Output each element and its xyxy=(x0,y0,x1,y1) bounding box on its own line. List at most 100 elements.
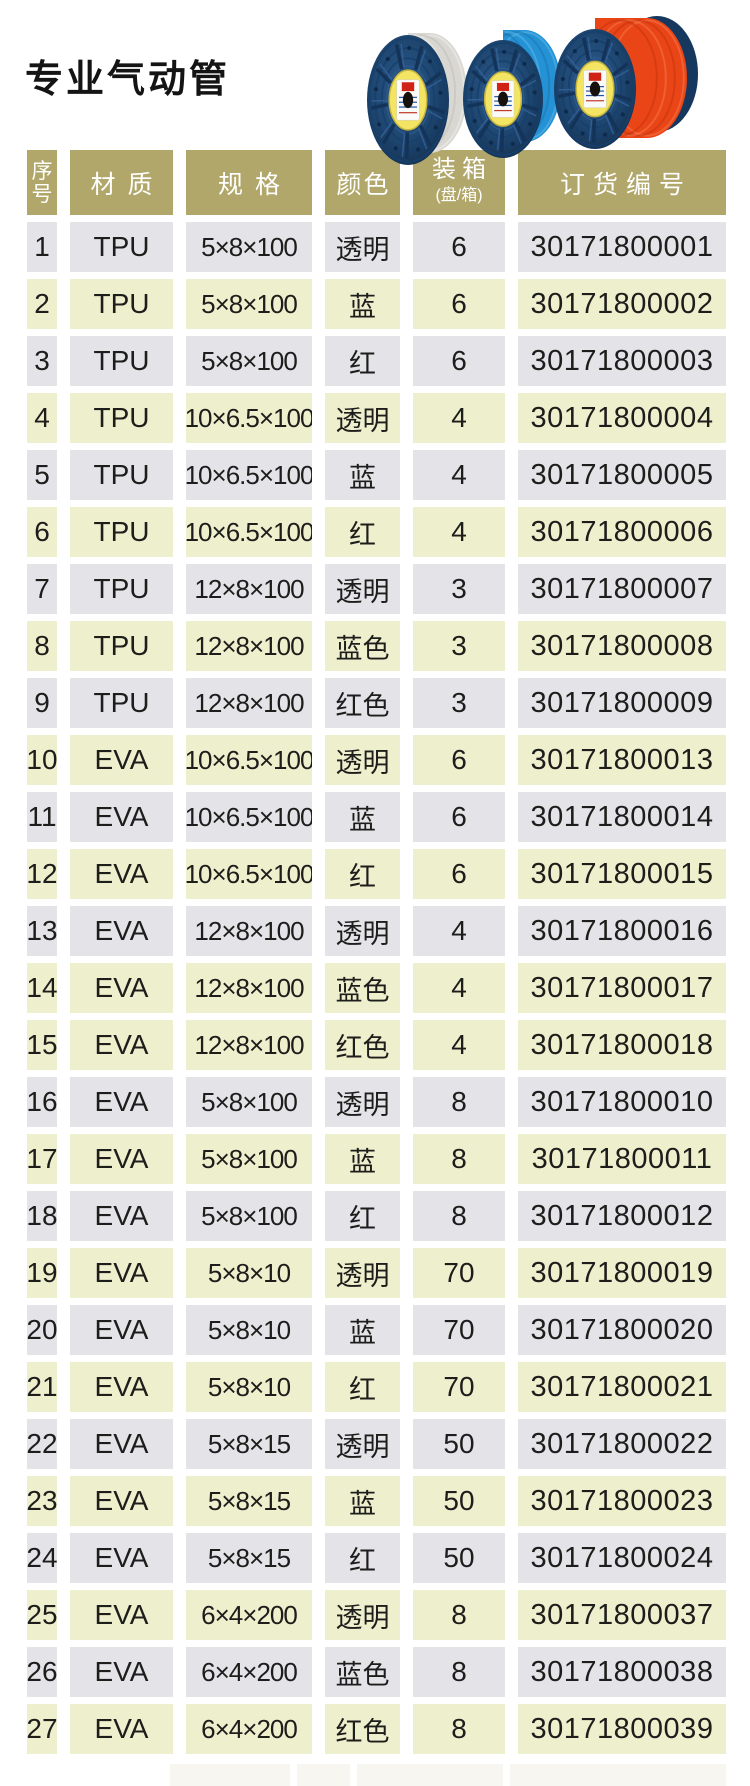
row-17-color: 蓝 xyxy=(325,1134,400,1184)
row-17-material: EVA xyxy=(70,1134,173,1184)
row-11-spec: 10×6.5×100 xyxy=(186,792,312,842)
row-2-order: 30171800002 xyxy=(518,279,726,329)
row-26-no: 26 xyxy=(27,1647,57,1697)
row-9-no: 9 xyxy=(27,678,57,728)
row-21-no: 21 xyxy=(27,1362,57,1412)
row-12-color: 红 xyxy=(325,849,400,899)
row-14-spec: 12×8×100 xyxy=(186,963,312,1013)
row-8-pack: 3 xyxy=(413,621,505,671)
row-9-material: TPU xyxy=(70,678,173,728)
row-13-pack: 4 xyxy=(413,906,505,956)
row-25-order: 30171800037 xyxy=(518,1590,726,1640)
next-section-hint-cell xyxy=(510,1764,726,1786)
row-16-no: 16 xyxy=(27,1077,57,1127)
row-20-material: EVA xyxy=(70,1305,173,1355)
row-26-color: 蓝色 xyxy=(325,1647,400,1697)
row-1-spec: 5×8×100 xyxy=(186,222,312,272)
row-3-spec: 5×8×100 xyxy=(186,336,312,386)
row-5-color: 蓝 xyxy=(325,450,400,500)
header-material: 材质 xyxy=(70,150,173,215)
row-6-no: 6 xyxy=(27,507,57,557)
row-24-color: 红 xyxy=(325,1533,400,1583)
row-22-order: 30171800022 xyxy=(518,1419,726,1469)
row-26-spec: 6×4×200 xyxy=(186,1647,312,1697)
row-27-spec: 6×4×200 xyxy=(186,1704,312,1754)
row-23-material: EVA xyxy=(70,1476,173,1526)
row-7-material: TPU xyxy=(70,564,173,614)
row-3-pack: 6 xyxy=(413,336,505,386)
page-title: 专业气动管 xyxy=(25,59,231,101)
row-25-no: 25 xyxy=(27,1590,57,1640)
row-6-color: 红 xyxy=(325,507,400,557)
row-3-order: 30171800003 xyxy=(518,336,726,386)
row-17-pack: 8 xyxy=(413,1134,505,1184)
row-10-color: 透明 xyxy=(325,735,400,785)
row-10-no: 10 xyxy=(27,735,57,785)
row-15-material: EVA xyxy=(70,1020,173,1070)
product-table: 序 号 材质 规格 颜色 装箱 (盘/箱) 订货编号 1 TPU 5×8×100 透明… xyxy=(27,150,726,1754)
row-21-color: 红 xyxy=(325,1362,400,1412)
row-16-pack: 8 xyxy=(413,1077,505,1127)
row-25-pack: 8 xyxy=(413,1590,505,1640)
row-20-order: 30171800020 xyxy=(518,1305,726,1355)
row-2-no: 2 xyxy=(27,279,57,329)
row-25-spec: 6×4×200 xyxy=(186,1590,312,1640)
row-12-pack: 6 xyxy=(413,849,505,899)
header-spec: 规格 xyxy=(186,150,312,215)
row-4-material: TPU xyxy=(70,393,173,443)
row-5-spec: 10×6.5×100 xyxy=(186,450,312,500)
row-27-no: 27 xyxy=(27,1704,57,1754)
row-19-pack: 70 xyxy=(413,1248,505,1298)
row-10-pack: 6 xyxy=(413,735,505,785)
row-19-material: EVA xyxy=(70,1248,173,1298)
row-1-material: TPU xyxy=(70,222,173,272)
row-15-spec: 12×8×100 xyxy=(186,1020,312,1070)
row-4-color: 透明 xyxy=(325,393,400,443)
row-9-color: 红色 xyxy=(325,678,400,728)
row-10-order: 30171800013 xyxy=(518,735,726,785)
row-22-pack: 50 xyxy=(413,1419,505,1469)
row-21-spec: 5×8×10 xyxy=(186,1362,312,1412)
row-24-material: EVA xyxy=(70,1533,173,1583)
row-2-color: 蓝 xyxy=(325,279,400,329)
row-18-pack: 8 xyxy=(413,1191,505,1241)
row-27-color: 红色 xyxy=(325,1704,400,1754)
row-1-order: 30171800001 xyxy=(518,222,726,272)
row-8-material: TPU xyxy=(70,621,173,671)
row-23-order: 30171800023 xyxy=(518,1476,726,1526)
spool-red xyxy=(554,16,698,149)
row-18-order: 30171800012 xyxy=(518,1191,726,1241)
row-10-material: EVA xyxy=(70,735,173,785)
row-16-spec: 5×8×100 xyxy=(186,1077,312,1127)
header-serial-bottom: 号 xyxy=(31,182,53,206)
row-25-material: EVA xyxy=(70,1590,173,1640)
row-15-pack: 4 xyxy=(413,1020,505,1070)
header-color: 颜色 xyxy=(325,150,400,215)
row-7-pack: 3 xyxy=(413,564,505,614)
row-20-color: 蓝 xyxy=(325,1305,400,1355)
next-section-hint-cell xyxy=(297,1764,350,1786)
next-section-hint xyxy=(0,1764,750,1786)
row-8-no: 8 xyxy=(27,621,57,671)
row-6-order: 30171800006 xyxy=(518,507,726,557)
header-packing: 装箱 (盘/箱) xyxy=(413,150,505,215)
row-24-order: 30171800024 xyxy=(518,1533,726,1583)
row-23-no: 23 xyxy=(27,1476,57,1526)
row-13-spec: 12×8×100 xyxy=(186,906,312,956)
row-18-spec: 5×8×100 xyxy=(186,1191,312,1241)
row-23-pack: 50 xyxy=(413,1476,505,1526)
row-6-spec: 10×6.5×100 xyxy=(186,507,312,557)
row-5-pack: 4 xyxy=(413,450,505,500)
row-17-spec: 5×8×100 xyxy=(186,1134,312,1184)
table-body: 1 TPU 5×8×100 透明 6 30171800001 2 TPU 5×8×100 蓝 6 30… xyxy=(27,222,726,1754)
row-24-spec: 5×8×15 xyxy=(186,1533,312,1583)
row-4-order: 30171800004 xyxy=(518,393,726,443)
row-8-order: 30171800008 xyxy=(518,621,726,671)
row-11-color: 蓝 xyxy=(325,792,400,842)
row-27-material: EVA xyxy=(70,1704,173,1754)
spool-blue xyxy=(463,30,561,158)
row-27-order: 30171800039 xyxy=(518,1704,726,1754)
table-header: 序 号 材质 规格 颜色 装箱 (盘/箱) 订货编号 xyxy=(27,150,726,215)
row-26-material: EVA xyxy=(70,1647,173,1697)
next-section-hint-cell xyxy=(170,1764,290,1786)
